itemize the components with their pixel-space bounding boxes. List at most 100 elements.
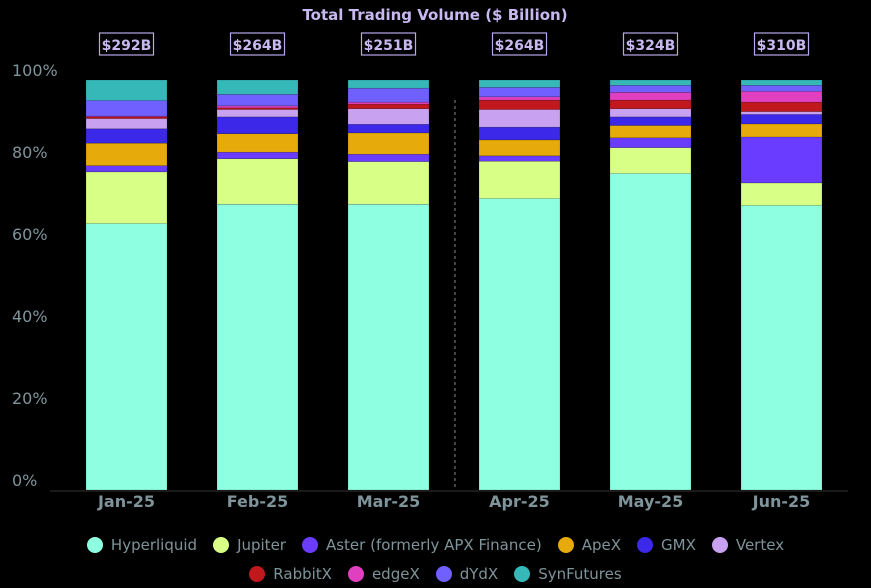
bar-segment-synfutures	[478, 79, 561, 88]
bar-segment-synfutures	[740, 79, 823, 86]
bar-segment-vertex	[216, 109, 299, 118]
bar-segment-rabbitx	[347, 103, 430, 110]
legend-dot-icon	[213, 536, 230, 553]
bar-segment-edgex	[347, 101, 430, 105]
legend-item[interactable]: RabbitX	[249, 565, 332, 583]
x-tick-label: Jun-25	[752, 492, 811, 511]
total-label-box	[360, 32, 417, 56]
legend-label: edgeX	[371, 564, 420, 583]
bar-segment-rabbitx	[740, 101, 823, 112]
bar-segment-aster	[85, 165, 168, 173]
bar-segment-apex	[609, 125, 692, 139]
legend-label: Hyperliquid	[110, 535, 198, 554]
bar-segment-edgex	[609, 92, 692, 101]
bar-segment-gmx	[740, 114, 823, 125]
bar-segment-jupiter	[85, 171, 168, 224]
legend-dot-icon	[435, 565, 452, 582]
legend-item[interactable]: Vertex	[711, 535, 785, 554]
bar-segment-hyperliquid	[85, 223, 168, 491]
legend: Hyperliquid Jupiter Aster (formerly APX Fi…	[0, 530, 871, 588]
bar-segment-apex	[85, 142, 168, 166]
bar-segment-hyperliquid	[609, 173, 692, 491]
x-tick-label: Mar-25	[357, 492, 421, 511]
legend-dot-icon	[637, 536, 654, 553]
y-tick-label: 0%	[12, 471, 37, 490]
bar-segment-dydx	[347, 87, 430, 103]
bar-segment-vertex	[740, 111, 823, 115]
legend-label: Jupiter	[237, 535, 286, 554]
total-label-box	[98, 32, 155, 56]
bar-segment-jupiter	[478, 160, 561, 199]
chart-title: Total Trading Volume ($ Billion)	[302, 6, 567, 24]
bar-segment-vertex	[478, 109, 561, 128]
bar-segment-hyperliquid	[216, 203, 299, 491]
bar-segment-gmx	[609, 116, 692, 126]
bar-segment-rabbitx	[609, 99, 692, 109]
bar-segment-hyperliquid	[347, 203, 430, 491]
total-label-box	[491, 32, 548, 56]
legend-item[interactable]: Aster (formerly APX Finance)	[301, 535, 542, 554]
legend-item[interactable]: GMX	[637, 536, 696, 554]
bar-segment-aster	[740, 136, 823, 184]
y-tick-label: 80%	[12, 143, 48, 162]
legend-label: Vertex	[735, 535, 785, 554]
legend-dot-icon	[86, 536, 103, 553]
bar-segment-dydx	[740, 85, 823, 92]
bar-segment-dydx	[85, 100, 168, 117]
legend-item[interactable]: SynFutures	[514, 565, 622, 583]
bar-segment-dydx	[609, 85, 692, 93]
bar-segment-hyperliquid	[478, 198, 561, 491]
total-label-box	[229, 32, 286, 56]
bar-segment-gmx	[85, 128, 168, 144]
bar-segment-synfutures	[216, 79, 299, 95]
bar-segment-apex	[216, 133, 299, 153]
legend-label: ApeX	[581, 535, 622, 554]
legend-item[interactable]: Jupiter	[213, 536, 286, 554]
bar-segment-gmx	[216, 116, 299, 135]
stacked-bar-chart: Total Trading Volume ($ Billion) 0% 20% 40…	[12, 6, 848, 511]
total-label-box	[753, 32, 810, 56]
y-tick-label: 20%	[12, 389, 48, 408]
y-tick-label: 40%	[12, 307, 48, 326]
legend-dot-icon	[557, 536, 574, 553]
y-tick-label: 100%	[12, 61, 58, 80]
x-tick-label: Feb-25	[227, 492, 289, 511]
legend-label: dYdX	[459, 564, 499, 583]
bar-segment-vertex	[347, 108, 430, 125]
legend-dot-icon	[301, 536, 318, 553]
legend-item[interactable]: edgeX	[347, 564, 420, 583]
bar-segment-apex	[478, 139, 561, 157]
legend-label: SynFutures	[538, 564, 622, 583]
legend-label: RabbitX	[273, 564, 332, 583]
legend-dot-icon	[249, 565, 266, 582]
bar-segment-gmx	[478, 126, 561, 141]
legend-label: Aster (formerly APX Finance)	[325, 535, 542, 554]
bar-segment-vertex	[609, 108, 692, 118]
y-tick-label: 60%	[12, 225, 48, 244]
legend-label: GMX	[661, 535, 696, 554]
bar-segment-jupiter	[216, 158, 299, 205]
bar-segment-aster	[216, 151, 299, 160]
x-tick-label: May-25	[618, 492, 684, 511]
bar-segment-synfutures	[347, 79, 430, 89]
bar-segment-jupiter	[347, 161, 430, 205]
bar-segment-aster	[609, 137, 692, 148]
legend-dot-icon	[514, 565, 531, 582]
bar-segment-synfutures	[609, 79, 692, 86]
bar-segment-dydx	[478, 87, 561, 98]
legend-item[interactable]: ApeX	[557, 535, 622, 554]
bar-segment-rabbitx	[478, 99, 561, 110]
legend-item[interactable]: dYdX	[435, 564, 499, 583]
bar-segment-apex	[347, 132, 430, 155]
total-label-box	[622, 32, 679, 56]
legend-dot-icon	[347, 565, 364, 582]
total-volume-label: $264B	[233, 38, 283, 54]
total-volume-label: $324B	[626, 38, 676, 54]
legend-item[interactable]: Hyperliquid	[86, 535, 198, 554]
bar-segment-edgex	[478, 96, 561, 101]
bar-segment-aster	[478, 155, 561, 162]
x-tick-label: Apr-25	[489, 492, 550, 511]
bar-segment-hyperliquid	[740, 205, 823, 491]
legend-dot-icon	[711, 536, 728, 553]
total-volume-label: $292B	[102, 38, 152, 54]
